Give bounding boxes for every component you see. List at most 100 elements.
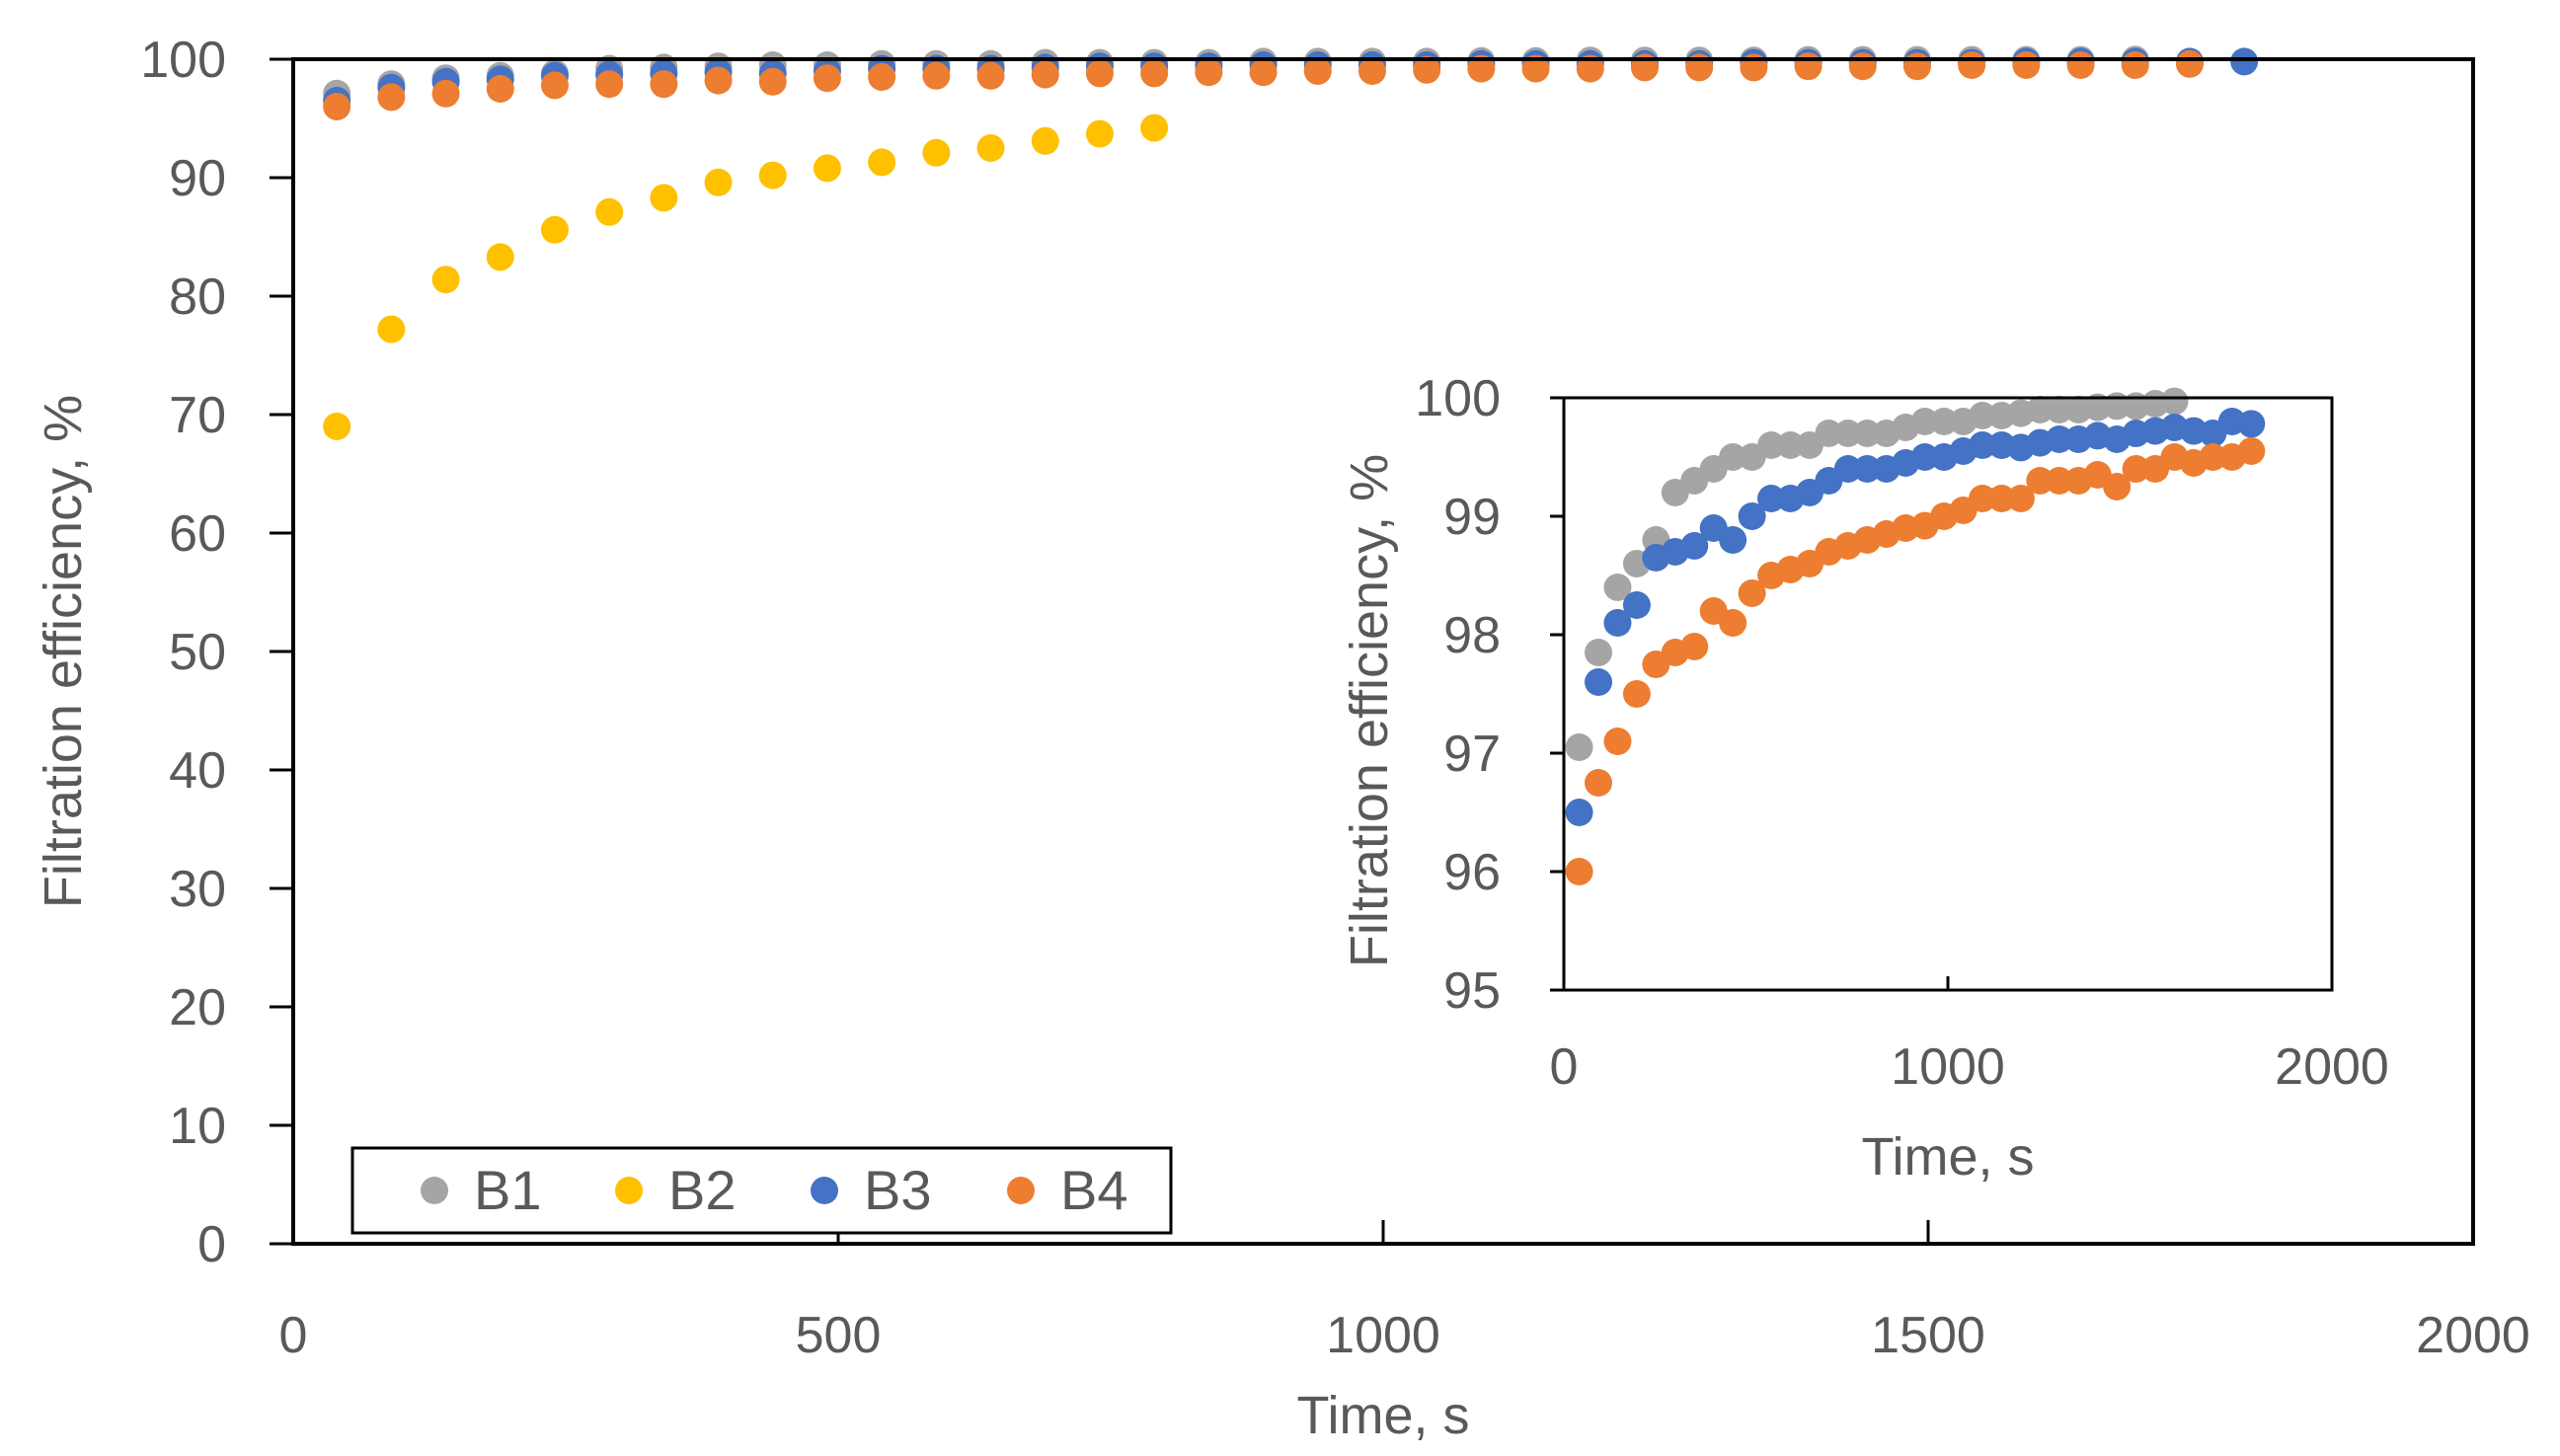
inset-series-b4 (1565, 437, 2266, 885)
main-x-tick-label: 0 (279, 1307, 308, 1364)
inset-point-b1 (2160, 387, 2189, 416)
legend-label-b1: B1 (474, 1159, 542, 1221)
main-y-tick-labels: 0 10 20 30 40 50 60 70 80 90 100 (140, 32, 226, 1273)
inset-x-tick-label: 2000 (2275, 1038, 2389, 1096)
main-point-b4 (2012, 51, 2041, 79)
main-point-b4 (323, 93, 351, 120)
main-point-b4 (1958, 51, 1986, 79)
main-point-b4 (1031, 60, 1059, 89)
inset-point-b4 (2006, 485, 2035, 512)
inset-ticks (1550, 396, 1950, 992)
main-point-b2 (1031, 126, 1059, 155)
inset-y-tick-label: 98 (1443, 607, 1501, 664)
main-point-b4 (1521, 54, 1550, 83)
main-point-b2 (922, 138, 951, 167)
inset-point-b4 (1622, 680, 1651, 708)
inset-point-b4 (1719, 609, 1747, 637)
main-point-b4 (976, 61, 1005, 90)
inset-point-b4 (1969, 485, 1997, 512)
inset-point-b4 (2103, 473, 2132, 500)
inset-point-b3 (1680, 532, 1709, 560)
main-point-b2 (431, 266, 460, 294)
inset-point-b1 (1815, 420, 1843, 447)
inset-point-b3 (1757, 485, 1786, 512)
inset-y-axis-title: Filtration efficiency, % (1340, 454, 1399, 967)
inset-point-b3 (1603, 609, 1632, 637)
inset-y-tick-label: 97 (1443, 726, 1501, 783)
inset-point-b1 (1833, 420, 1862, 447)
main-point-b4 (1140, 59, 1169, 88)
main-y-tick-label: 70 (169, 387, 226, 444)
inset-point-b3 (1969, 431, 1997, 459)
inset-point-b3 (1910, 443, 1939, 471)
inset-point-b1 (1757, 431, 1786, 459)
main-point-b2 (1140, 114, 1169, 142)
inset-point-b4 (2026, 467, 2055, 495)
inset-point-b1 (1565, 733, 1593, 761)
main-y-tick-label: 20 (169, 979, 226, 1036)
main-y-tick-label: 0 (197, 1216, 226, 1273)
main-x-tick-labels: 0 500 1000 1500 2000 (279, 1307, 2530, 1364)
main-point-b4 (650, 70, 678, 99)
main-point-b2 (377, 315, 406, 344)
inset-point-b3 (1622, 591, 1651, 619)
main-point-b4 (813, 64, 841, 93)
legend-label-b3: B3 (864, 1159, 932, 1221)
main-point-b4 (1902, 52, 1931, 81)
main-x-tick-label: 1000 (1326, 1307, 1440, 1364)
inset-chart: 95 96 97 98 99 100 0 1000 2000 Time, s Filtrati… (1340, 370, 2389, 1187)
main-point-b4 (1576, 54, 1604, 83)
inset-x-tick-labels: 0 1000 2000 (1550, 1038, 2389, 1096)
inset-point-b4 (2237, 437, 2266, 465)
inset-y-tick-labels: 95 96 97 98 99 100 (1415, 370, 1501, 1020)
main-point-b3 (2230, 47, 2259, 76)
inset-point-b4 (1680, 633, 1709, 660)
main-x-tick-label: 2000 (2416, 1307, 2530, 1364)
main-y-tick-label: 100 (140, 32, 226, 89)
main-point-b4 (1358, 57, 1386, 85)
inset-point-b1 (1719, 443, 1747, 471)
inset-point-b4 (2199, 443, 2227, 471)
main-x-tick-label: 1500 (1871, 1307, 1985, 1364)
main-point-b2 (976, 134, 1005, 162)
inset-point-b1 (1969, 402, 1997, 429)
main-point-b2 (540, 215, 569, 244)
inset-y-tick-label: 99 (1443, 489, 1501, 546)
inset-point-b3 (2045, 425, 2073, 453)
inset-point-b1 (2045, 396, 2073, 423)
inset-point-b1 (1930, 408, 1959, 435)
main-point-b4 (2121, 51, 2149, 79)
main-point-b2 (1085, 119, 1114, 148)
main-y-axis-title: Filtration efficiency, % (34, 395, 93, 908)
main-x-axis-title: Time, s (1297, 1386, 1470, 1445)
legend-label-b4: B4 (1060, 1159, 1128, 1221)
inset-point-b1 (1853, 420, 1882, 447)
main-point-b4 (758, 67, 787, 96)
main-point-b4 (922, 61, 951, 90)
inset-point-b4 (2122, 455, 2150, 483)
main-y-tick-label: 40 (169, 742, 226, 800)
inset-point-b1 (1910, 408, 1939, 435)
main-point-b4 (2066, 51, 2095, 79)
main-point-b4 (868, 63, 896, 91)
main-point-b4 (1303, 57, 1332, 85)
inset-point-b3 (1565, 799, 1593, 826)
inset-y-tick-label: 96 (1443, 844, 1501, 901)
inset-point-b4 (1585, 769, 1613, 797)
inset-point-b4 (1603, 728, 1632, 755)
main-point-b4 (486, 75, 514, 103)
main-point-b4 (377, 83, 406, 112)
inset-point-b3 (1833, 455, 1862, 483)
main-point-b4 (1848, 52, 1877, 81)
inset-point-b3 (1719, 526, 1747, 554)
main-y-tick-label: 80 (169, 268, 226, 326)
legend-marker-b4 (1007, 1177, 1035, 1204)
main-point-b4 (595, 70, 624, 99)
main-point-b4 (540, 71, 569, 100)
main-x-tick-label: 500 (796, 1307, 882, 1364)
main-point-b2 (650, 184, 678, 212)
inset-point-b4 (1738, 579, 1766, 607)
main-y-tick-label: 50 (169, 624, 226, 681)
inset-point-b3 (1738, 502, 1766, 530)
